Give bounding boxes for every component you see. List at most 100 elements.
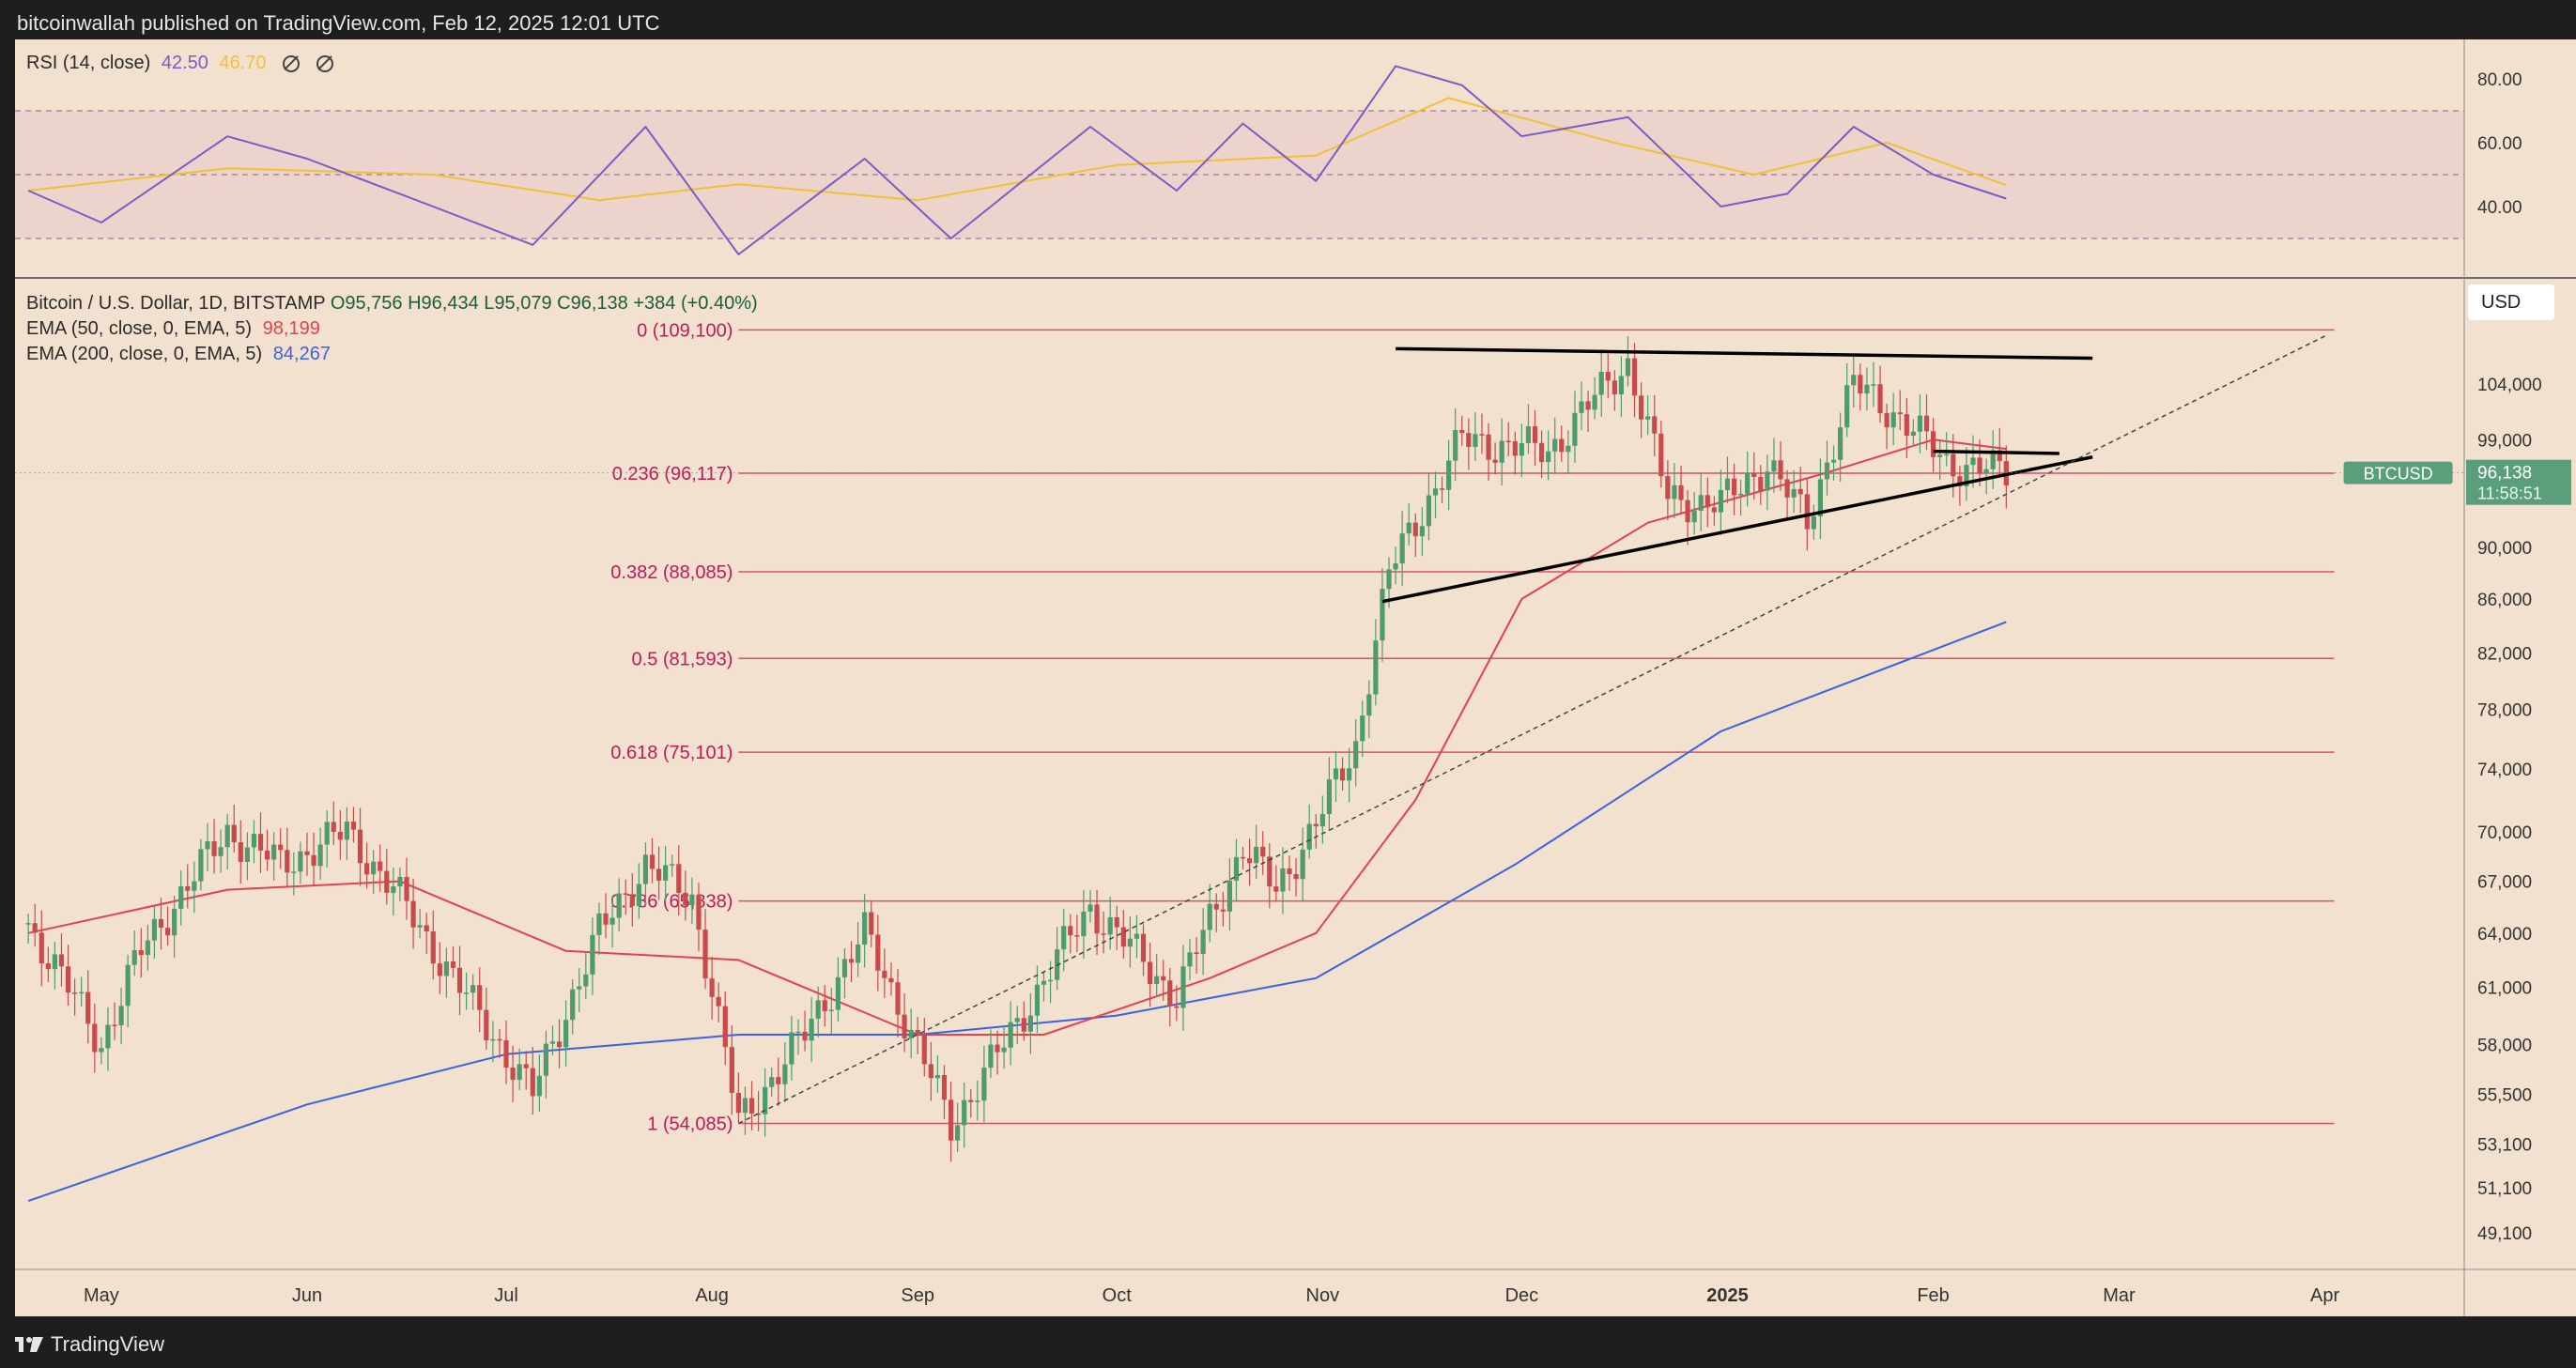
candle-body	[1830, 459, 1837, 463]
candle-body	[649, 854, 656, 869]
fib-level-label: 0 (109,100)	[637, 320, 733, 341]
candle-body	[1871, 384, 1876, 386]
candle-body	[776, 1077, 781, 1084]
tradingview-brand[interactable]: TradingView	[15, 1332, 164, 1357]
candle-body	[1525, 426, 1532, 443]
time-tick-label: Dec	[1505, 1285, 1539, 1306]
candle-body	[742, 1098, 748, 1114]
candle-body	[609, 917, 615, 925]
candle-body	[1997, 450, 2002, 462]
candle-body	[1765, 471, 1770, 491]
hide-icon[interactable]	[283, 54, 301, 72]
candle-body	[1625, 358, 1631, 377]
candle-body	[1380, 589, 1385, 641]
hide-ma-icon[interactable]	[316, 54, 333, 72]
candle-body	[1711, 507, 1717, 513]
candle-body	[264, 850, 270, 860]
candle-body	[118, 1006, 124, 1026]
candle-body	[1486, 434, 1491, 460]
candle-body	[1917, 415, 1923, 432]
candle-body	[1180, 966, 1186, 1008]
candle-body	[1001, 1047, 1007, 1053]
rsi-ma-line	[27, 97, 2007, 202]
candle-body	[238, 842, 243, 862]
candle-body	[934, 1074, 941, 1079]
candle-body	[1791, 488, 1797, 498]
candle-body	[1306, 823, 1312, 850]
candle-body	[1120, 927, 1126, 947]
price-tick-label: 90,000	[2477, 539, 2532, 559]
candle-body	[1652, 416, 1658, 434]
candle-body	[590, 934, 595, 975]
candle-body	[549, 1041, 556, 1044]
candle-body	[145, 940, 150, 956]
candle-body	[1605, 372, 1611, 381]
candle-body	[178, 885, 184, 909]
rsi-legend: RSI (14, close) 42.50 46.70	[26, 53, 333, 74]
currency-button[interactable]: USD	[2468, 284, 2554, 320]
candle-body	[1745, 473, 1751, 494]
candle-body	[822, 1000, 827, 1011]
publish-header-text: bitcoinwallah published on TradingView.c…	[17, 11, 660, 35]
chart-area[interactable]: 80.00 60.00 40.00 0 (109,100) 0.236 (96,117)…	[15, 39, 2576, 1316]
candle-body	[577, 986, 582, 990]
candle-body	[1784, 479, 1790, 498]
candle-body	[417, 925, 423, 928]
candle-body	[968, 1099, 974, 1102]
candle-body	[1990, 450, 1996, 469]
candle-body	[763, 1086, 768, 1114]
candle-body	[1618, 376, 1624, 395]
candle-body	[1047, 979, 1054, 982]
rsi-line	[27, 65, 2007, 255]
candle-body	[1797, 488, 1803, 495]
price-tag	[2466, 459, 2571, 505]
price-tick-label: 82,000	[2477, 644, 2532, 664]
candle-body	[1983, 469, 1989, 474]
price-tick-label: 86,000	[2477, 591, 2532, 610]
candle-body	[1426, 495, 1432, 527]
candle-body	[1897, 412, 1903, 415]
candle-body	[636, 884, 641, 906]
candle-body	[72, 992, 78, 994]
candle-body	[52, 954, 58, 970]
candle-body	[363, 863, 370, 875]
candle-body	[291, 871, 297, 873]
candle-body	[1240, 856, 1246, 859]
candle-body	[523, 1064, 529, 1068]
candle-body	[915, 1029, 920, 1034]
candle-body	[1014, 1018, 1020, 1022]
candle-body	[782, 1064, 788, 1084]
candle-body	[696, 894, 702, 930]
time-tick-label: Sep	[901, 1285, 934, 1306]
candle-body	[1254, 846, 1259, 864]
candle-body	[663, 865, 669, 881]
candle-body	[623, 893, 628, 895]
candle-body	[1964, 465, 1969, 487]
candle-body	[1566, 445, 1571, 453]
candle-body	[1260, 846, 1266, 857]
candle-body	[443, 961, 450, 976]
time-tick-label: Oct	[1103, 1285, 1133, 1306]
candle-body	[1505, 440, 1511, 442]
candle-body	[1473, 434, 1478, 447]
candle-body	[563, 1020, 569, 1048]
candle-body	[1579, 401, 1584, 413]
candle-body	[1718, 489, 1724, 513]
candle-body	[921, 1033, 927, 1065]
candle-body	[1738, 493, 1744, 496]
candle-body	[357, 829, 363, 864]
candle-body	[1758, 476, 1764, 491]
candle-body	[1008, 1022, 1013, 1048]
candle-body	[1864, 384, 1870, 393]
candle-body	[484, 1009, 489, 1040]
candle-body	[988, 1044, 994, 1068]
candle-body	[1406, 522, 1411, 534]
candle-body	[748, 1098, 755, 1114]
candle-body	[815, 1000, 821, 1019]
time-tick-label: Feb	[1917, 1285, 1949, 1306]
candle-body	[32, 923, 38, 933]
candle-body	[231, 824, 237, 843]
candle-body	[755, 1113, 762, 1115]
tradingview-logo-icon	[15, 1337, 43, 1352]
candle-body	[131, 950, 137, 965]
